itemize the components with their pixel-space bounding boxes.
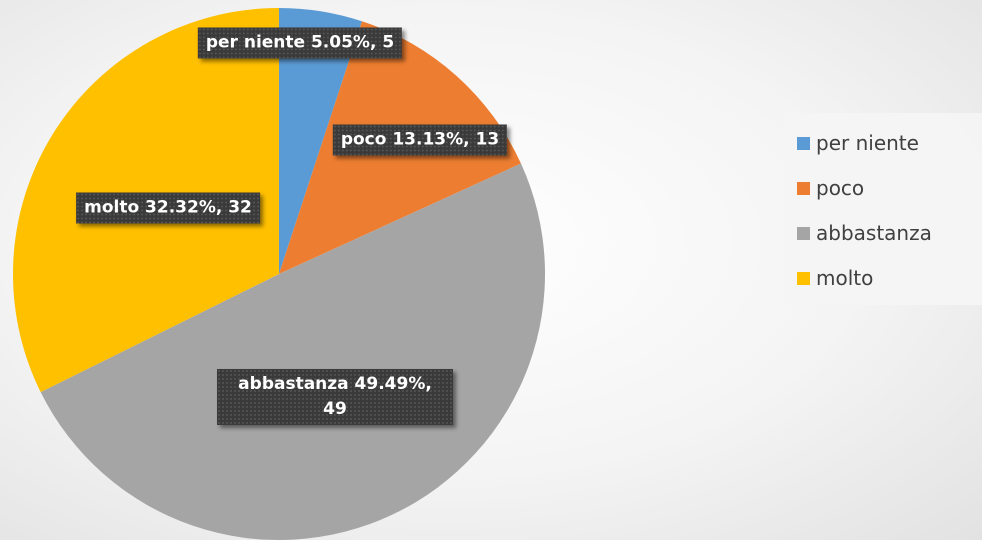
legend-entry: per niente: [797, 131, 919, 155]
legend-swatch: [797, 136, 810, 150]
legend-swatch: [797, 226, 810, 240]
pie-slice: [40, 163, 545, 540]
data-label: molto 32.32%, 32: [76, 192, 260, 224]
data-label: abbastanza 49.49%, 49: [217, 369, 453, 425]
legend-swatch: [797, 271, 810, 285]
legend: per niente poco abbastanza molto: [785, 113, 982, 305]
legend-swatch: [797, 181, 810, 195]
legend-label: poco: [816, 176, 865, 200]
legend-entry: molto: [797, 266, 873, 290]
legend-label: abbastanza: [816, 221, 932, 245]
legend-entry: poco: [797, 176, 864, 200]
data-label: per niente 5.05%, 5: [197, 27, 403, 59]
legend-label: per niente: [816, 131, 919, 155]
data-label: poco 13.13%, 13: [332, 124, 508, 156]
legend-entry: abbastanza: [797, 221, 932, 245]
legend-label: molto: [816, 266, 874, 290]
pie-slice: [279, 8, 363, 274]
